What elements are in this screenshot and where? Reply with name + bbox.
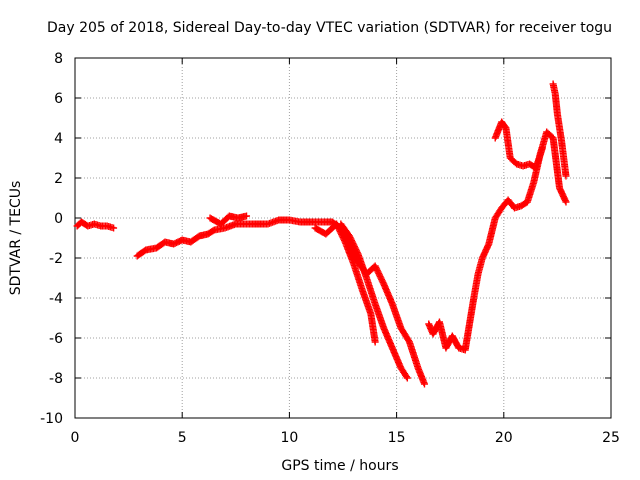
data-point [243, 212, 251, 220]
grid-lines [75, 58, 611, 418]
x-axis-label: GPS time / hours [281, 458, 398, 474]
chart-title: Day 205 of 2018, Sidereal Day-to-day VTE… [47, 20, 612, 36]
series-segment-7 [491, 118, 546, 172]
x-tick-label: 15 [388, 430, 406, 446]
y-tick-label: -6 [49, 331, 63, 347]
series-segment-8 [549, 80, 570, 180]
data-point [371, 338, 379, 346]
series-segment-5 [337, 220, 411, 382]
y-tick-label: -10 [40, 411, 63, 427]
x-tick-label: 20 [495, 430, 513, 446]
y-tick-label: 6 [54, 91, 63, 107]
series-segment-2 [133, 216, 428, 388]
plot-frame [74, 57, 612, 419]
data-point [402, 373, 410, 381]
series-segment-1 [73, 218, 118, 232]
data-point [562, 198, 570, 206]
data-point [562, 172, 570, 180]
y-tick-label: 8 [54, 51, 63, 67]
y-axis-label: SDTVAR / TECUs [8, 181, 24, 296]
x-tick-label: 25 [602, 430, 620, 446]
data-point [110, 224, 118, 232]
data-point [538, 144, 546, 152]
y-tick-label: -4 [49, 291, 63, 307]
series-segment-3 [206, 212, 251, 228]
y-tick-label: 0 [54, 211, 63, 227]
data-point [420, 380, 428, 388]
x-tick-label: 5 [178, 430, 187, 446]
y-tick-label: 4 [54, 131, 63, 147]
series-segment-6 [425, 128, 570, 354]
series-segment-4 [311, 220, 379, 346]
y-tick-label: -8 [49, 371, 63, 387]
x-tick-label: 10 [280, 430, 298, 446]
y-tick-label: 2 [54, 171, 63, 187]
x-tick-label: 0 [71, 430, 80, 446]
data-points [73, 80, 570, 388]
axis-ticks: 0 5 10 15 20 25 -10 -8 -6 -4 -2 0 2 4 6 8 [40, 51, 620, 446]
y-tick-label: -2 [49, 251, 63, 267]
data-point [403, 374, 411, 382]
